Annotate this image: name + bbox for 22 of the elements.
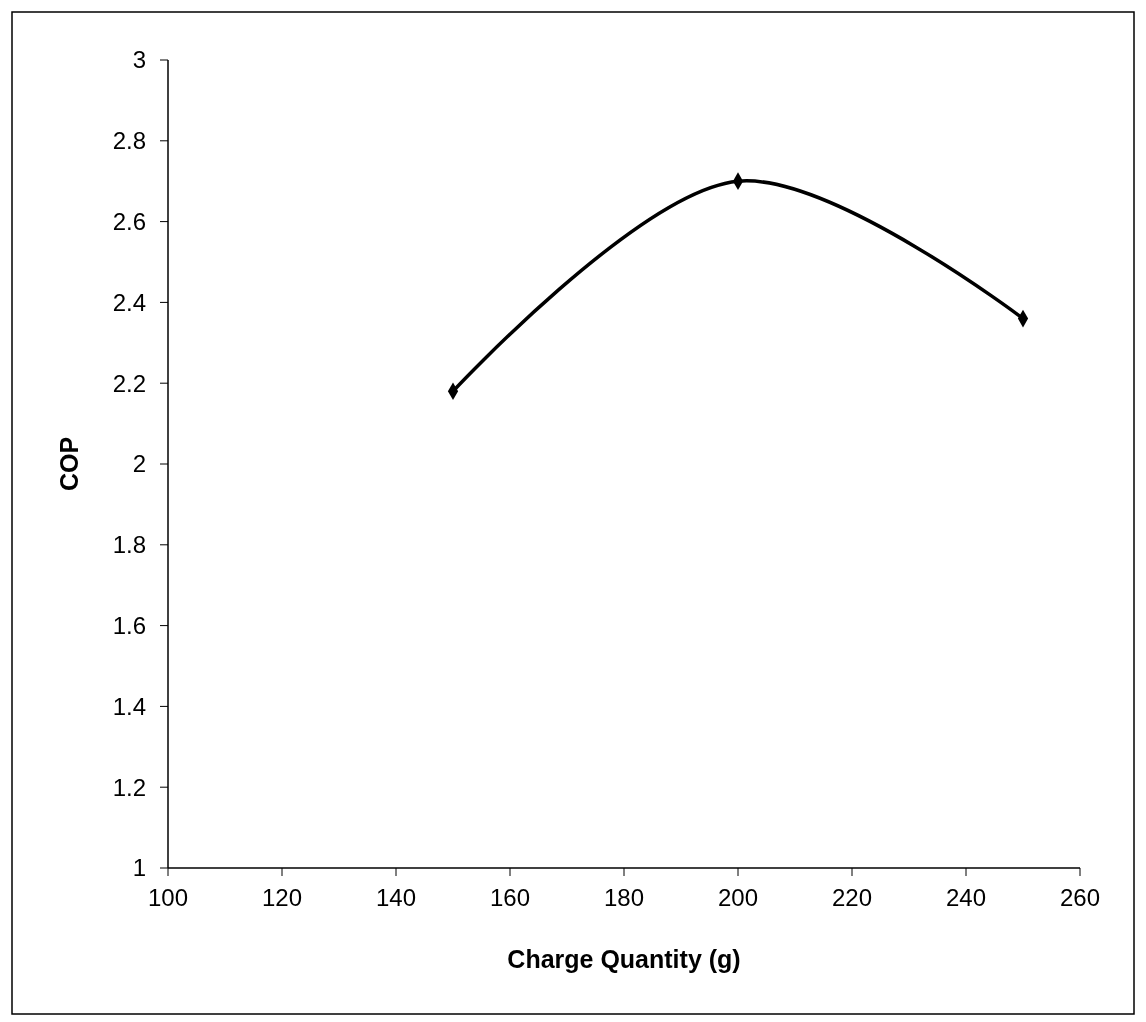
y-axis-title: COP — [55, 436, 83, 492]
y-tick-label: 1.2 — [112, 773, 146, 801]
x-tick-label: 260 — [1059, 884, 1101, 911]
x-tick-label: 100 — [147, 884, 189, 911]
y-tick-label: 1.6 — [112, 612, 146, 639]
y-tick-label: 2 — [132, 450, 146, 478]
x-tick-label: 200 — [717, 884, 759, 911]
y-tick-label: 1.8 — [112, 531, 146, 559]
y-tick-label: 2.6 — [112, 208, 146, 235]
y-tick-label: 1.4 — [112, 692, 146, 720]
y-tick-label: 2.4 — [112, 288, 146, 316]
x-axis-title: Charge Quantity (g) — [507, 945, 741, 973]
y-tick-label: 3 — [132, 46, 146, 74]
x-tick-label: 140 — [375, 884, 417, 911]
y-tick-label: 2.2 — [112, 369, 146, 397]
x-tick-label: 120 — [261, 884, 303, 911]
x-tick-label: 160 — [489, 884, 531, 911]
y-tick-label: 2.8 — [112, 127, 146, 155]
x-tick-label: 180 — [603, 884, 645, 911]
x-tick-label: 220 — [831, 884, 873, 911]
y-tick-label: 1 — [132, 854, 146, 882]
x-tick-label: 240 — [945, 884, 987, 911]
